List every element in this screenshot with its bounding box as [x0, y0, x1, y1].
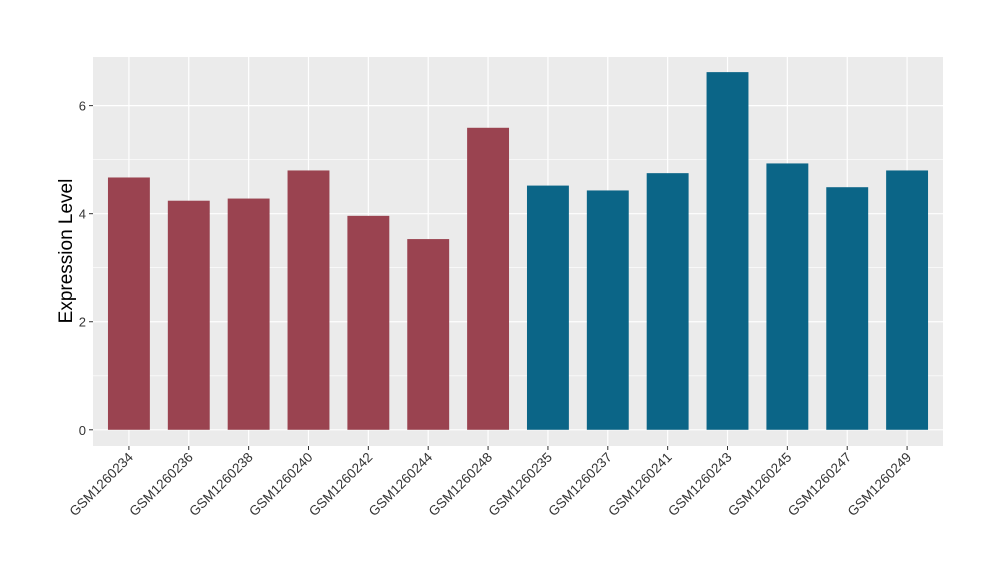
bar-GSM1260248 — [467, 127, 510, 430]
bar-GSM1260235 — [526, 185, 569, 430]
y-tick-label: 0 — [79, 423, 86, 438]
plot-panel — [93, 57, 943, 446]
y-tick-label: 4 — [79, 207, 86, 222]
bar-GSM1260245 — [766, 163, 809, 430]
bar-GSM1260249 — [886, 170, 929, 430]
y-tick-label: 6 — [79, 99, 86, 114]
bar-GSM1260238 — [227, 198, 270, 430]
bar-GSM1260237 — [586, 190, 629, 430]
bar-GSM1260241 — [646, 173, 689, 430]
x-tick-label: GSM1260249 — [845, 450, 915, 520]
bar-GSM1260236 — [167, 200, 210, 430]
y-tick-label: 2 — [79, 315, 86, 330]
bar-GSM1260244 — [407, 239, 450, 430]
bar-GSM1260243 — [706, 72, 749, 430]
bar-GSM1260240 — [287, 170, 330, 430]
bar-GSM1260247 — [826, 187, 869, 430]
y-axis-label: Expression Level — [56, 179, 77, 324]
bar-GSM1260234 — [107, 177, 150, 430]
bar-GSM1260242 — [347, 215, 390, 430]
